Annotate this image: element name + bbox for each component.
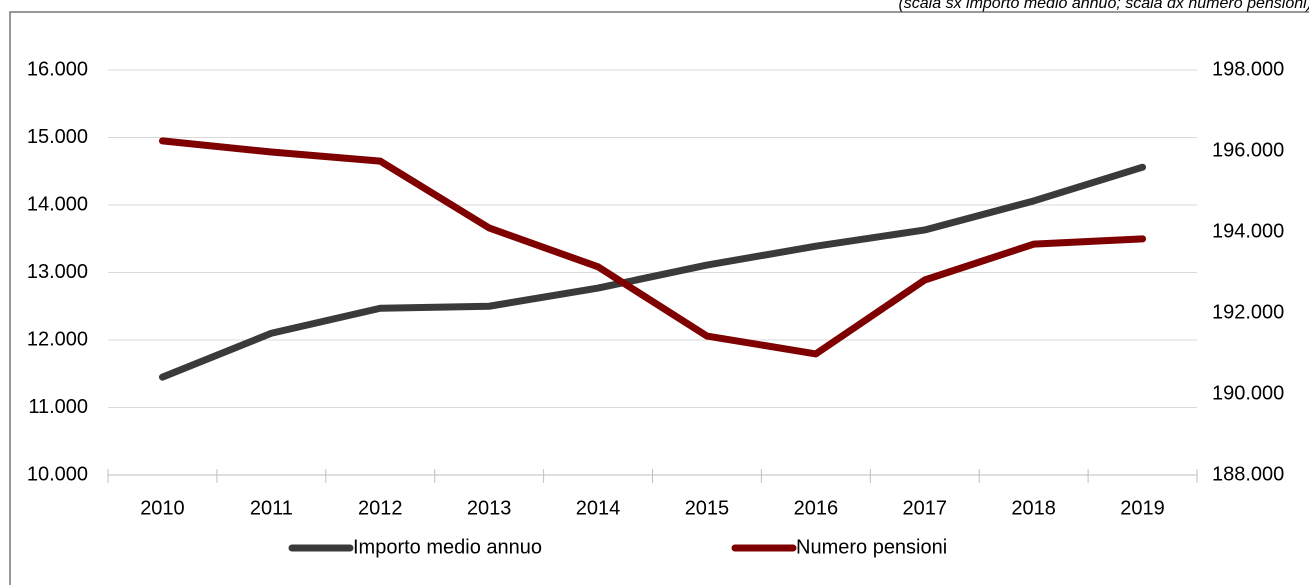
- y-tick-label: 14.000: [27, 193, 88, 215]
- y2-tick-label: 192.000: [1212, 301, 1284, 323]
- legend-label: Importo medio annuo: [353, 536, 542, 558]
- legend-label: Numero pensioni: [796, 536, 947, 558]
- y-tick-label: 16.000: [27, 58, 88, 80]
- y2-tick-label: 190.000: [1212, 382, 1284, 404]
- x-tick-label: 2019: [1120, 497, 1165, 519]
- x-tick-label: 2018: [1011, 497, 1056, 519]
- x-tick-label: 2017: [903, 497, 948, 519]
- x-tick-label: 2016: [794, 497, 839, 519]
- series-line: [158, 163, 1147, 381]
- x-tick-label: 2012: [358, 497, 403, 519]
- y2-tick-label: 188.000: [1212, 463, 1284, 485]
- x-tick-label: 2010: [140, 497, 185, 519]
- x-tick-label: 2011: [250, 497, 293, 519]
- y-tick-label: 15.000: [27, 126, 88, 148]
- y-tick-label: 11.000: [28, 396, 88, 418]
- chart-subtitle: (scala sx importo medio annuo; scala dx …: [898, 0, 1309, 12]
- y2-tick-label: 194.000: [1212, 220, 1284, 242]
- y2-tick-label: 196.000: [1212, 139, 1284, 161]
- y2-tick-label: 198.000: [1212, 58, 1284, 80]
- x-tick-label: 2013: [467, 497, 512, 519]
- y-tick-label: 13.000: [27, 261, 88, 283]
- x-tick-label: 2014: [576, 497, 621, 519]
- x-tick-label: 2015: [685, 497, 730, 519]
- series-line: [158, 137, 1147, 358]
- chart-frame: [9, 11, 1309, 585]
- y-tick-label: 12.000: [27, 328, 88, 350]
- y-tick-label: 10.000: [27, 463, 88, 485]
